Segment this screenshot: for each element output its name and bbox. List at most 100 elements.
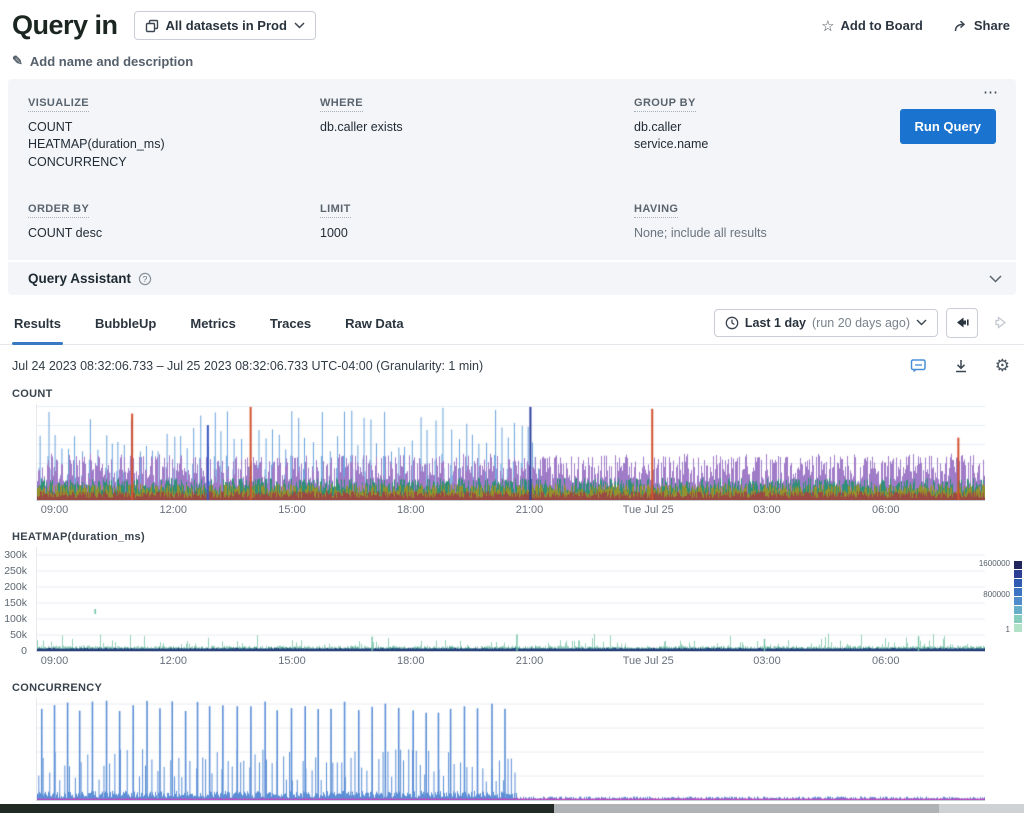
group-by-clause[interactable]: service.name (634, 137, 709, 152)
x-tick-label: Tue Jul 25 (622, 504, 674, 516)
query-assistant-bar[interactable]: Query Assistant ? (8, 262, 1016, 295)
visualize-section: VISUALIZE COUNT HEATMAP(duration_ms) CON… (28, 93, 320, 171)
share-label: Share (973, 18, 1010, 33)
legend-swatch (1014, 615, 1022, 623)
visualize-clause[interactable]: HEATMAP(duration_ms) (28, 137, 165, 152)
run-query-button[interactable]: Run Query (899, 109, 996, 144)
tab-traces[interactable]: Traces (268, 307, 313, 344)
where-clause[interactable]: db.caller exists (320, 120, 403, 134)
y-tick-label: 200k (4, 581, 27, 593)
order-by-clause[interactable]: COUNT desc (28, 225, 103, 240)
dataset-selector-label: All datasets in Prod (165, 18, 287, 33)
legend-swatch (1014, 606, 1022, 614)
y-tick-label: 150k (4, 597, 27, 609)
x-tick-label: 03:00 (753, 655, 781, 667)
overflow-menu-button[interactable]: ⋯ (983, 84, 1000, 101)
visualize-clause[interactable]: CONCURRENCY (28, 154, 127, 169)
x-tick-label: 09:00 (40, 504, 69, 516)
x-tick-label: 15:00 (278, 504, 306, 516)
legend-swatch (1014, 588, 1022, 596)
visualize-clause[interactable]: COUNT (28, 120, 73, 134)
tab-raw-data[interactable]: Raw Data (343, 307, 406, 344)
count-chart-canvas[interactable] (36, 404, 985, 501)
legend-label: 800000 (983, 590, 1010, 599)
clock-icon (725, 316, 739, 330)
add-name-description-link[interactable]: ✎ Add name and description (12, 53, 1024, 69)
x-tick-label: 06:00 (871, 655, 900, 667)
count-x-axis: 09:00 12:00 15:00 18:00 21:00 Tue Jul 25 03:00… (36, 504, 986, 521)
x-tick-label: 21:00 (515, 504, 544, 516)
legend-label: 1 (1005, 625, 1010, 634)
add-to-board-button[interactable]: ☆ Add to Board (821, 17, 923, 35)
next-query-button[interactable] (986, 308, 1014, 338)
heatmap-chart: 300k 250k 200k 150k 100k 50k 0 09:00 12:00 15:00… (0, 547, 1024, 672)
heatmap-x-axis: 09:00 12:00 15:00 18:00 21:00 Tue Jul 25 03:00… (36, 655, 986, 672)
time-range-button[interactable]: Last 1 day (run 20 days ago) (713, 308, 938, 337)
group-by-header: GROUP BY (634, 97, 696, 112)
x-tick-label: 21:00 (515, 655, 544, 667)
dataset-selector-button[interactable]: All datasets in Prod (133, 11, 316, 40)
heatmap-chart-canvas[interactable] (36, 547, 985, 652)
legend-swatch (1014, 624, 1022, 632)
share-button[interactable]: Share (953, 18, 1010, 33)
chevron-down-icon (916, 319, 927, 326)
chevron-down-icon (294, 22, 305, 29)
visualize-header: VISUALIZE (28, 97, 90, 112)
scrollbar-thumb[interactable] (554, 804, 940, 813)
add-name-description-label: Add name and description (29, 53, 194, 69)
x-tick-label: 12:00 (159, 504, 187, 516)
tab-results[interactable]: Results (12, 307, 63, 345)
results-table-preview (0, 804, 554, 813)
concurrency-chart-canvas[interactable] (36, 698, 985, 801)
query-builder-panel: ⋯ VISUALIZE COUNT HEATMAP(duration_ms) C… (8, 79, 1016, 260)
tab-bubbleup[interactable]: BubbleUp (93, 307, 158, 344)
legend-swatch (1014, 570, 1022, 578)
history-forward-icon (992, 316, 1008, 329)
x-tick-label: 18:00 (396, 655, 425, 667)
settings-button[interactable]: ⚙ (995, 357, 1010, 374)
concurrency-chart-title: CONCURRENCY (12, 682, 103, 694)
query-assistant-label: Query Assistant (28, 271, 132, 286)
x-tick-label: 09:00 (40, 655, 69, 667)
y-tick-label: 300k (4, 549, 27, 561)
y-tick-label: 250k (4, 565, 27, 577)
results-tabs: Results BubbleUp Metrics Traces Raw Data… (0, 307, 1024, 345)
count-chart: 09:00 12:00 15:00 18:00 21:00 Tue Jul 25 03:00… (0, 404, 1024, 521)
x-tick-label: 06:00 (871, 504, 900, 516)
tab-metrics[interactable]: Metrics (188, 307, 238, 344)
y-tick-label: 0 (21, 645, 27, 657)
limit-section: LIMIT 1000 (320, 199, 634, 242)
chevron-down-icon[interactable] (989, 274, 1002, 283)
help-icon[interactable]: ? (138, 272, 152, 286)
x-tick-label: 18:00 (396, 504, 425, 516)
time-range-text: Jul 24 2023 08:32:06.733 – Jul 25 2023 0… (12, 358, 484, 373)
limit-clause[interactable]: 1000 (320, 225, 348, 240)
download-icon (953, 358, 969, 374)
bottom-strip (0, 804, 1024, 813)
y-tick-label: 50k (10, 629, 27, 641)
group-by-clause[interactable]: db.caller (634, 120, 682, 134)
x-tick-label: Tue Jul 25 (622, 655, 674, 667)
order-by-section: ORDER BY COUNT desc (28, 199, 320, 242)
where-header: WHERE (320, 97, 363, 112)
legend-swatch (1014, 579, 1022, 587)
legend-swatch (1014, 561, 1022, 569)
legend-swatch (1014, 597, 1022, 605)
previous-query-button[interactable] (946, 307, 978, 338)
x-tick-label: 03:00 (753, 504, 781, 516)
history-back-icon (954, 316, 970, 329)
download-button[interactable] (953, 358, 969, 374)
add-to-board-label: Add to Board (840, 18, 923, 33)
where-section: WHERE db.caller exists (320, 93, 634, 171)
time-range-label: Last 1 day (744, 315, 807, 330)
results-meta-row: Jul 24 2023 08:32:06.733 – Jul 25 2023 0… (0, 345, 1024, 378)
page-title: Query in (12, 10, 118, 40)
limit-header: LIMIT (320, 203, 351, 218)
group-by-section: GROUP BY db.caller service.name (634, 93, 878, 171)
having-clause[interactable]: None; include all results (634, 225, 767, 240)
comment-button[interactable] (910, 358, 927, 374)
gear-icon: ⚙ (994, 356, 1010, 375)
horizontal-scrollbar[interactable] (554, 804, 1024, 813)
page-header: Query in All datasets in Prod ☆ Add to B… (0, 0, 1024, 41)
